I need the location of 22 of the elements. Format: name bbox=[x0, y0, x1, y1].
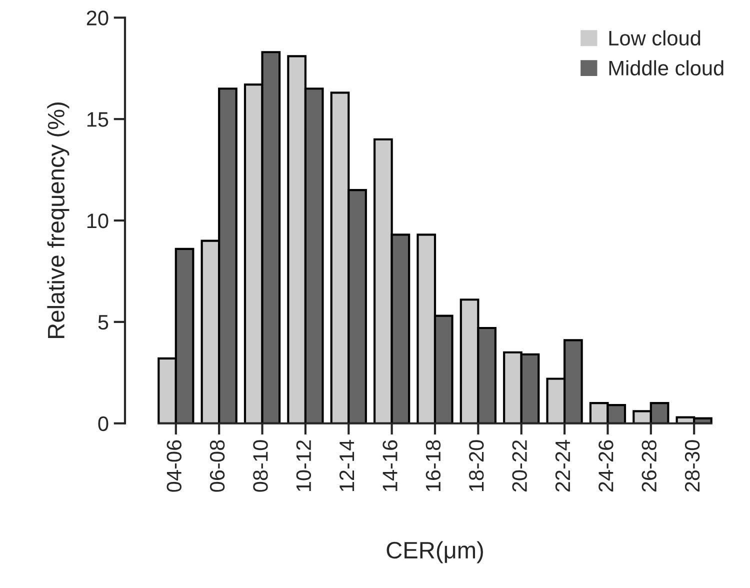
x-tick-label: 28-30 bbox=[684, 440, 700, 492]
y-tick-label: 20 bbox=[86, 10, 108, 26]
x-tick-label: 06-08 bbox=[210, 440, 225, 492]
y-tick-label: 15 bbox=[87, 112, 108, 127]
x-tick-label: 20-22 bbox=[512, 440, 527, 492]
x-tick-label: 04-06 bbox=[166, 440, 182, 492]
x-axis-title: CER(μm) bbox=[386, 541, 483, 564]
x-tick-label: 22-24 bbox=[555, 440, 570, 492]
y-tick-label: 0 bbox=[98, 416, 108, 432]
x-tick-label: 14-16 bbox=[382, 440, 398, 492]
x-tick-label: 18-20 bbox=[469, 440, 484, 492]
x-tick-label: 08-10 bbox=[253, 440, 268, 492]
x-tick-label: 12-14 bbox=[339, 440, 354, 492]
y-tick-label: 10 bbox=[87, 214, 108, 228]
y-axis-title: Relative frequency (%) bbox=[47, 102, 70, 338]
legend-label: Middle cloud bbox=[609, 60, 724, 76]
legend-label: Low cloud bbox=[609, 30, 700, 46]
x-tick-label: 26-28 bbox=[642, 440, 656, 492]
x-tick-label: 24-26 bbox=[598, 440, 614, 492]
x-tick-label: 10-12 bbox=[296, 440, 312, 492]
y-tick-label: 5 bbox=[98, 315, 108, 330]
x-tick-label: 16-18 bbox=[426, 440, 441, 492]
